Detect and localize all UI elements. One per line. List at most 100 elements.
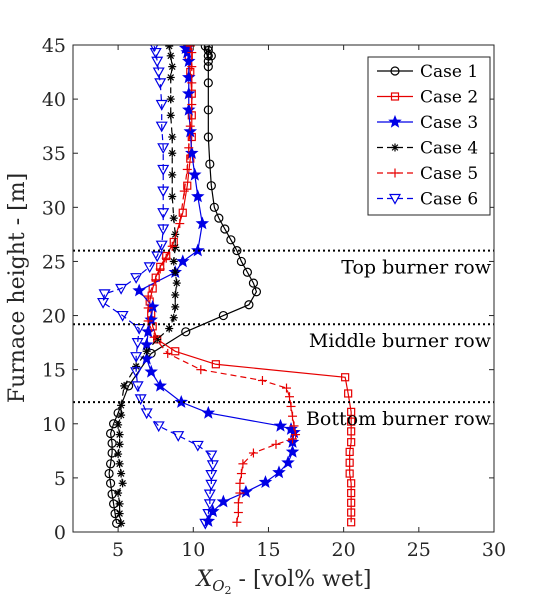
data-point [130,367,143,379]
y-axis-label: Furnace height - [m] [5,173,30,403]
legend-marker [391,143,399,152]
data-point [105,459,116,469]
data-point [175,219,185,229]
data-point [176,254,190,268]
data-point [347,479,356,488]
data-point [155,240,168,252]
series-3 [132,45,301,527]
legend-label: Case 2 [420,88,478,108]
data-point [288,411,298,421]
series-4 [114,45,181,528]
data-point [203,56,213,66]
data-point [166,95,175,104]
data-point [169,257,178,266]
data-point [166,51,175,60]
data-point [141,324,155,338]
legend-box [367,56,491,216]
data-point [272,465,286,479]
data-point [185,146,199,159]
data-point [203,62,213,72]
legend-label: Case 1 [420,62,478,82]
data-point [233,508,243,518]
data-point [144,312,158,326]
data-point [165,324,174,333]
data-point [232,246,242,256]
data-point [142,347,151,356]
data-point [169,214,178,223]
data-point [244,300,254,310]
data-point [251,287,262,297]
data-point [168,170,177,179]
data-point [344,389,353,398]
data-point [120,381,129,390]
legend-entry-1: Case 1 [377,62,478,82]
data-point [248,278,259,288]
y-tick-label: 5 [54,468,66,490]
burner-label-1: Top burner row [341,257,491,279]
data-point [168,192,177,201]
data-point [191,440,204,452]
axes: 5 10 15 20 25 30 0 5 10 15 20 25 30 35 40 45 [42,35,506,561]
y-tick-label: 0 [54,522,66,544]
data-point [98,289,111,301]
data-point [184,143,194,153]
data-point [286,401,296,411]
burner-label-2: Middle burner row [309,330,492,352]
x-tick-label: 20 [332,539,356,561]
data-point [107,438,117,448]
data-point [118,479,127,488]
data-point [171,302,180,311]
data-point [178,208,187,217]
data-point [291,430,301,440]
data-point [182,102,196,116]
data-point [347,498,356,507]
data-point [211,360,220,369]
data-point [143,303,153,313]
legend-marker [388,193,402,205]
data-point [157,143,170,155]
data-point [117,401,126,410]
data-point [226,235,236,245]
data-point [218,310,228,321]
data-point [203,489,216,501]
data-point [144,364,158,378]
data-point [201,514,216,527]
data-point [181,327,191,337]
data-point [187,100,197,110]
data-point [115,459,124,468]
data-point [341,373,350,382]
data-point [187,78,197,88]
data-point [151,251,164,263]
legend-label: Case 4 [420,139,478,159]
data-point [347,508,356,517]
data-point [131,381,144,393]
data-point [199,518,212,530]
data-point [232,517,242,527]
series-line-1 [108,45,258,524]
data-point [114,450,123,459]
data-point [347,488,356,498]
data-point [345,447,354,457]
data-point [148,284,157,293]
data-point [131,338,144,349]
data-point [151,56,164,68]
data-point [235,478,245,488]
legend-entry-2: Case 2 [377,88,478,108]
x-tick-label: 15 [256,539,280,561]
data-point [236,256,246,267]
data-point [157,186,170,198]
data-point [115,509,124,518]
data-point [205,470,218,481]
data-point [345,458,354,467]
data-point [117,519,126,528]
data-point [209,202,219,212]
data-point [117,411,126,420]
data-point [185,121,195,131]
data-point [171,290,180,299]
data-point [163,348,173,358]
data-point [152,421,165,433]
data-point [182,164,192,174]
data-point [105,428,116,439]
plot-frame [72,44,495,533]
data-point [168,149,177,158]
